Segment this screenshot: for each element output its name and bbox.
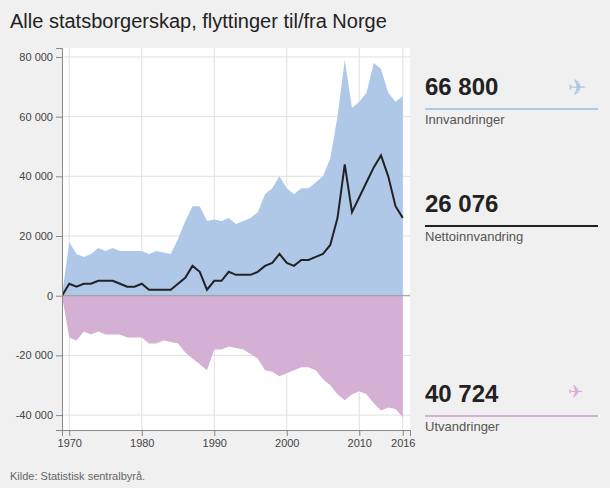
tick: -20 000 bbox=[16, 349, 62, 361]
tick: 1990 bbox=[203, 430, 227, 449]
tick: 2016 bbox=[391, 430, 415, 449]
area bbox=[62, 60, 403, 296]
axis-line bbox=[56, 49, 63, 431]
title: Alle statsborgerskap, flyttinger til/fra… bbox=[10, 10, 387, 32]
y-axis: -40 000 -20 000 0 20 000 40 000 60 000 80 000 bbox=[16, 49, 63, 431]
grid-line-y bbox=[62, 295, 410, 296]
tick-mark bbox=[56, 355, 62, 356]
tick: 40 000 bbox=[19, 170, 62, 182]
tick-label: 80 000 bbox=[19, 51, 53, 63]
grid-line-x bbox=[69, 48, 70, 430]
tick-label: 1990 bbox=[203, 437, 227, 449]
tick: 0 bbox=[47, 290, 62, 302]
tick: 1980 bbox=[130, 430, 154, 449]
tick-mark bbox=[359, 430, 360, 436]
tick-label: 20 000 bbox=[19, 230, 53, 242]
panel-icon: ✈ bbox=[568, 75, 586, 100]
tick: 1970 bbox=[58, 430, 82, 449]
tick-mark bbox=[403, 430, 404, 436]
tick-label: 2000 bbox=[275, 437, 299, 449]
panel-value: 40 724 bbox=[425, 380, 499, 407]
axis-line bbox=[63, 431, 411, 437]
tick-mark bbox=[69, 430, 70, 436]
tick-mark bbox=[56, 296, 62, 297]
tick-label: 2010 bbox=[348, 437, 372, 449]
tick-label: 1980 bbox=[130, 437, 154, 449]
tick: 2010 bbox=[348, 430, 372, 449]
grid bbox=[62, 48, 410, 430]
tick: 2000 bbox=[275, 430, 299, 449]
panel-underline bbox=[425, 415, 598, 417]
tick-mark bbox=[56, 415, 62, 416]
plot-marks bbox=[62, 60, 410, 417]
tick-label: 40 000 bbox=[19, 170, 53, 182]
panel-underline bbox=[425, 108, 598, 110]
tick-label: -40 000 bbox=[16, 409, 53, 421]
tick-mark bbox=[56, 236, 62, 237]
tick: 60 000 bbox=[19, 111, 62, 123]
source: Kilde: Statistisk sentralbyrå. bbox=[10, 470, 145, 482]
panel-label: Nettoinnvandring bbox=[425, 229, 523, 244]
panel-label: Innvandringer bbox=[425, 112, 505, 127]
area bbox=[62, 296, 403, 418]
plot-background bbox=[62, 48, 410, 430]
grid-line-y bbox=[62, 415, 410, 416]
tick-label: 60 000 bbox=[19, 111, 53, 123]
tick-label: -20 000 bbox=[16, 349, 53, 361]
tick-mark bbox=[214, 430, 215, 436]
panel-value: 26 076 bbox=[425, 190, 498, 217]
tick-label: 0 bbox=[47, 290, 53, 302]
chart: 1970 1980 1990 2000 2010 2016 -40 000 -20 000 0 2… bbox=[0, 0, 610, 488]
panel-value: 66 800 bbox=[425, 73, 498, 100]
side-panel: 66 800 ✈ Innvandringer 26 076 Nettoinnvandri… bbox=[425, 73, 598, 434]
panel-icon: ✈ bbox=[568, 381, 583, 402]
tick: 80 000 bbox=[19, 51, 62, 63]
grid-line-x bbox=[141, 48, 142, 430]
tick-mark bbox=[56, 176, 62, 177]
tick: 20 000 bbox=[19, 230, 62, 242]
x-axis: 1970 1980 1990 2000 2010 2016 bbox=[58, 430, 416, 449]
panel-label: Utvandringer bbox=[425, 419, 500, 434]
tick-label: 1970 bbox=[58, 437, 82, 449]
tick-mark bbox=[56, 117, 62, 118]
zero-line bbox=[62, 295, 410, 296]
tick-mark bbox=[142, 430, 143, 436]
panel-underline bbox=[425, 225, 598, 227]
line bbox=[62, 155, 403, 295]
tick-label: 2016 bbox=[391, 437, 415, 449]
tick: -40 000 bbox=[16, 409, 62, 421]
tick-mark bbox=[56, 57, 62, 58]
tick-mark bbox=[287, 430, 288, 436]
grid-line-y bbox=[62, 56, 410, 57]
